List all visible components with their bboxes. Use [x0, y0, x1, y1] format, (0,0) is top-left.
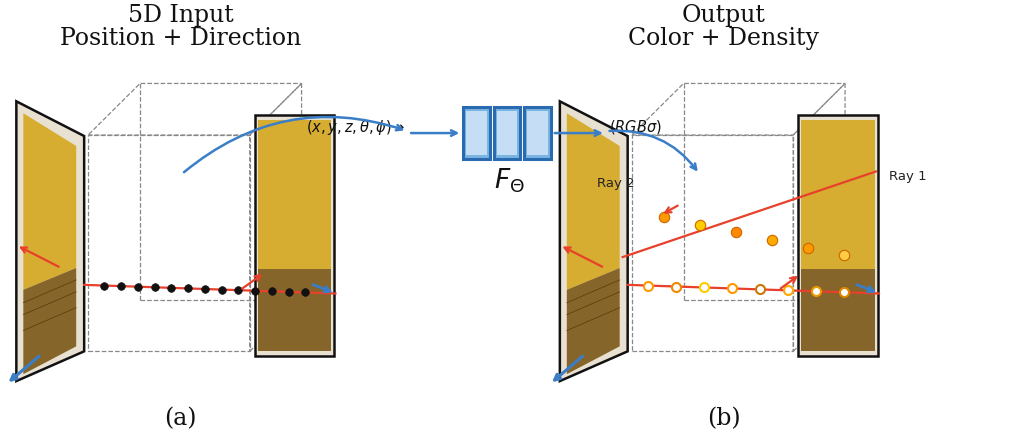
Polygon shape [23, 268, 76, 374]
Text: Ray 2: Ray 2 [597, 177, 634, 190]
Polygon shape [560, 101, 627, 381]
FancyBboxPatch shape [463, 107, 490, 160]
Text: 5D Input: 5D Input [127, 4, 233, 27]
Polygon shape [255, 115, 334, 356]
Polygon shape [567, 268, 620, 374]
Polygon shape [567, 113, 620, 290]
Polygon shape [801, 269, 875, 351]
Text: (b): (b) [707, 407, 740, 430]
FancyBboxPatch shape [497, 111, 517, 155]
Polygon shape [23, 113, 76, 290]
Text: $(x,y,z,\theta,\phi)\!\rightarrow$: $(x,y,z,\theta,\phi)\!\rightarrow$ [306, 118, 405, 137]
FancyBboxPatch shape [527, 111, 548, 155]
Polygon shape [801, 120, 875, 269]
FancyBboxPatch shape [494, 107, 520, 160]
Text: Output: Output [682, 4, 766, 27]
Text: $F_{\Theta}$: $F_{\Theta}$ [494, 167, 524, 195]
Polygon shape [798, 115, 878, 356]
FancyBboxPatch shape [466, 111, 487, 155]
Text: Position + Direction: Position + Direction [60, 27, 301, 50]
Text: Color + Density: Color + Density [628, 27, 819, 50]
Polygon shape [258, 269, 331, 351]
Polygon shape [258, 120, 331, 269]
Text: Ray 1: Ray 1 [889, 170, 926, 183]
Text: $(RGB\sigma)$: $(RGB\sigma)$ [609, 118, 662, 136]
FancyBboxPatch shape [524, 107, 551, 160]
Polygon shape [16, 101, 84, 381]
Text: (a): (a) [165, 407, 197, 430]
